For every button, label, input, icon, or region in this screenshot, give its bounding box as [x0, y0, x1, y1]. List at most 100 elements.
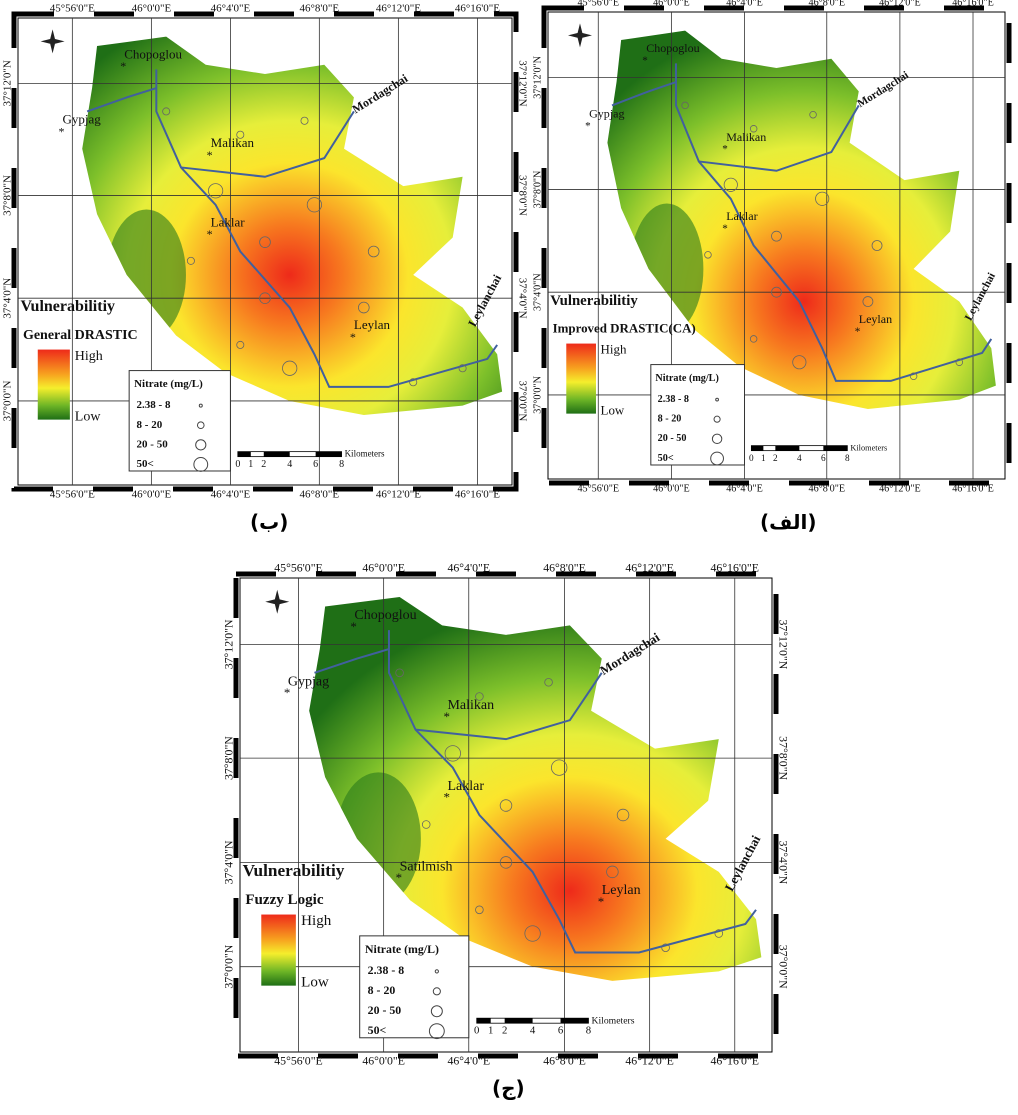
scale-label: 0	[235, 459, 240, 470]
nitrate-title: Nitrate (mg/L)	[655, 373, 718, 384]
scale-label: 6	[821, 454, 826, 464]
latitude-label: 37°4'0"N	[776, 840, 790, 884]
scale-label: 1	[488, 1025, 493, 1037]
place-label: Gypjag	[589, 107, 624, 121]
place-star: *	[855, 326, 861, 338]
nitrate-class: 50<	[137, 458, 154, 470]
longitude-label: 46°8'0"E	[808, 483, 845, 494]
nitrate-class: 2.38 - 8	[137, 399, 171, 411]
place-star: *	[58, 124, 64, 138]
legend-title: Vulnerabilitiy	[550, 293, 638, 309]
longitude-label: 45°56'0"E	[274, 1054, 323, 1068]
place-star: *	[443, 709, 449, 724]
well	[909, 372, 918, 380]
place-star: *	[642, 55, 648, 67]
legend-title: Vulnerabilitiy	[20, 298, 115, 315]
legend-high: High	[75, 349, 103, 364]
scale-segment	[476, 1018, 491, 1024]
nitrate-class: 8 - 20	[137, 419, 163, 431]
well	[551, 759, 568, 776]
well	[955, 358, 964, 366]
latitude-label: 37°4'0"N	[532, 273, 543, 311]
well	[681, 101, 689, 110]
place-star: *	[120, 59, 126, 73]
latitude-label: 37°4'0"N	[2, 278, 14, 319]
nitrate-box	[650, 364, 746, 466]
scale-segment	[823, 445, 848, 451]
scale-segment	[560, 1018, 589, 1024]
nitrate-symbol	[713, 415, 721, 423]
longitude-label: 46°8'0"E	[300, 489, 340, 500]
map-panel: 45°56'0"E 46°0'0"E 46°4'0"E 46°8'0"E 46°12'0…	[2, 3, 529, 500]
latitude-label: 37°12'0"N	[776, 619, 790, 669]
scale-label: 6	[558, 1025, 564, 1037]
river	[86, 87, 157, 113]
nitrate-class: 8 - 20	[658, 414, 682, 425]
place-star: *	[207, 227, 213, 241]
longitude-label: 46°4'0"E	[447, 1054, 490, 1068]
longitude-label: 46°0'0"E	[362, 561, 405, 575]
well	[862, 296, 874, 307]
legend-high: High	[601, 342, 627, 357]
legend-ramp	[566, 343, 596, 414]
place-star: *	[722, 223, 728, 235]
nitrate-symbol	[428, 1023, 445, 1040]
nitrate-symbol	[710, 451, 724, 466]
longitude-label: 46°12'0"E	[879, 483, 921, 494]
well	[282, 360, 298, 376]
place-label: Leylan	[354, 317, 391, 332]
north-arrow	[567, 23, 592, 48]
well	[606, 865, 619, 879]
legend-method: Fuzzy Logic	[245, 892, 324, 908]
latitude-label: 37°4'0"N	[222, 840, 236, 884]
well	[771, 286, 782, 298]
nitrate-symbol	[198, 403, 203, 408]
well	[421, 820, 431, 829]
latitude-label: 37°8'0"N	[532, 170, 543, 208]
latitude-label: 37°4'0"N	[516, 278, 528, 319]
latitude-label: 37°8'0"N	[776, 736, 790, 780]
longitude-label: 46°4'0"E	[447, 561, 490, 575]
river	[314, 648, 390, 674]
longitude-label: 46°16'0"E	[952, 483, 994, 494]
latitude-label: 37°0'0"N	[516, 381, 528, 422]
well	[616, 808, 630, 822]
latitude-label: 37°8'0"N	[2, 175, 14, 216]
nitrate-title: Nitrate (mg/L)	[134, 378, 203, 390]
place-label: Leylan	[859, 312, 892, 326]
nitrate-title: Nitrate (mg/L)	[365, 942, 439, 956]
scale-segment	[237, 451, 251, 457]
river	[415, 672, 603, 741]
frame-outer	[233, 571, 779, 1059]
river	[674, 63, 993, 382]
place-star: *	[284, 685, 290, 700]
well	[409, 378, 418, 387]
nitrate-class: 20 - 50	[658, 433, 687, 444]
place-star: *	[722, 144, 728, 156]
longitude-label: 45°56'0"E	[577, 0, 619, 8]
well	[259, 236, 271, 248]
scale-label: 8	[586, 1025, 591, 1037]
latitude-label: 37°12'0"N	[222, 619, 236, 669]
latitude-label: 37°12'0"N	[2, 60, 14, 106]
nitrate-box	[128, 370, 231, 472]
north-arrow	[40, 29, 65, 54]
well	[208, 183, 224, 199]
scale-label: 2	[773, 454, 778, 464]
panel-caption: (ج)	[492, 1076, 525, 1100]
scale-label: 6	[313, 459, 318, 470]
longitude-label: 46°16'0"E	[711, 1054, 760, 1068]
legend-high: High	[301, 913, 332, 929]
well	[771, 230, 782, 242]
scale-label: 4	[797, 454, 802, 464]
nitrate-class: 2.38 - 8	[658, 394, 689, 405]
well	[749, 125, 758, 133]
well	[544, 678, 553, 687]
scale-segment	[775, 445, 800, 451]
place-label: Satilmish	[400, 859, 453, 874]
latitude-label: 37°12'0"N	[532, 55, 543, 98]
place-star: *	[443, 790, 449, 805]
longitude-label: 46°8'0"E	[300, 3, 340, 15]
well	[524, 925, 541, 942]
map-panel: 45°56'0"E 46°0'0"E 46°4'0"E 46°8'0"E 46°12'0…	[532, 0, 1012, 494]
